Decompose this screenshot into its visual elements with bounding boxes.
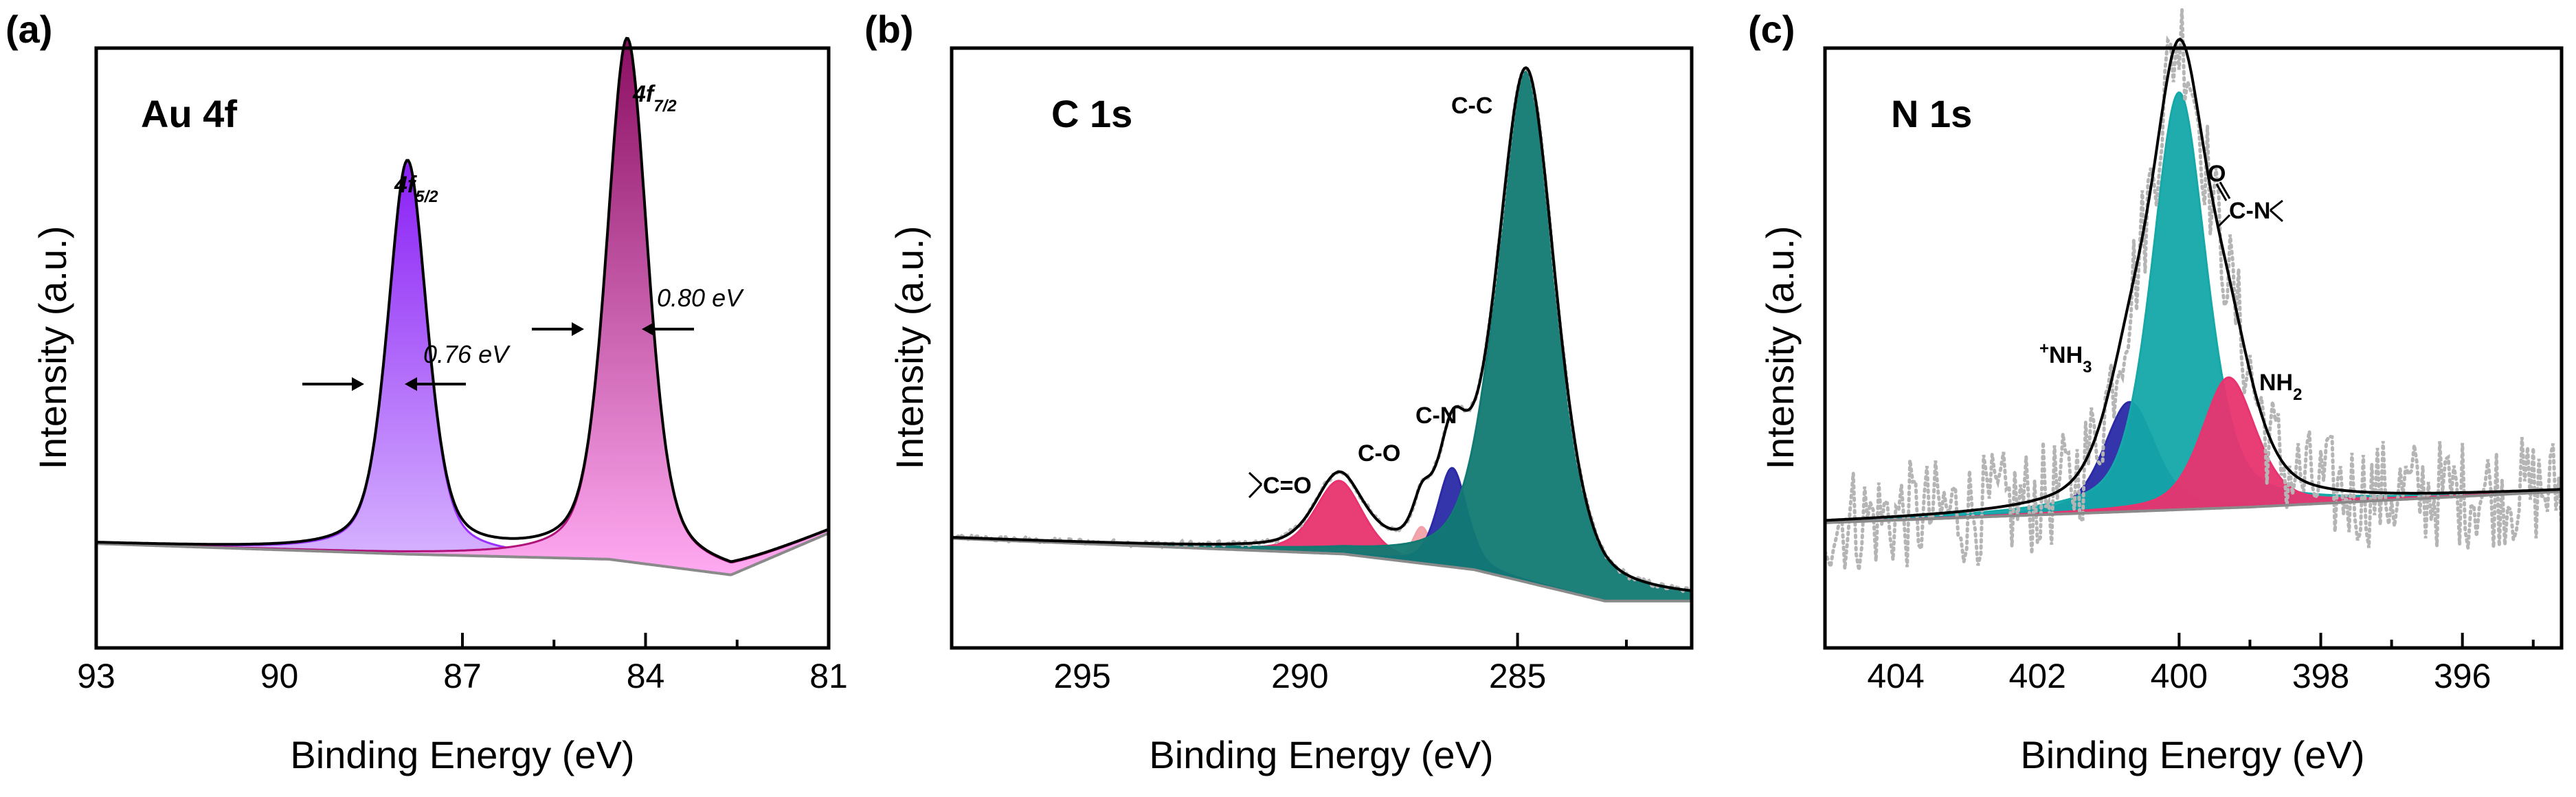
x-ticks: 93 90 87 84 81 xyxy=(77,633,848,695)
peak-label-c-n: C-N xyxy=(1415,403,1457,429)
x-tick-label: 93 xyxy=(77,657,115,695)
x-tick-label: 398 xyxy=(2292,657,2349,695)
panel-n1s: (c) N 1s 404 402 400 398 396 Binding Energy … xyxy=(1748,8,2564,776)
x-ticks: 404 402 400 398 396 xyxy=(1867,633,2535,695)
fwhm-label-4f52: 0.76 eV xyxy=(423,340,511,368)
envelope-line xyxy=(1824,38,2562,522)
plot-area xyxy=(950,66,1694,603)
peak-label-c-o: C-O xyxy=(1358,440,1400,467)
plot-frame xyxy=(950,46,1694,650)
fwhm-label-4f72: 0.80 eV xyxy=(657,284,744,312)
peak-label-nh3: +NH3 xyxy=(2039,339,2092,377)
peak-label-4f52: 4f5/2 xyxy=(394,172,438,206)
background-line xyxy=(951,537,1692,603)
x-tick-label: 87 xyxy=(443,657,482,695)
peak-label-c=o: C=O xyxy=(1263,473,1312,499)
peak-label-nh2: NH2 xyxy=(2259,370,2302,404)
y-axis-title: Intensity (a.u.) xyxy=(888,226,931,470)
x-tick-label: 285 xyxy=(1489,657,1546,695)
double-bond-icon xyxy=(2215,183,2228,201)
x-tick-label: 402 xyxy=(2009,657,2066,695)
annotations: C=O C-O C-N C-C xyxy=(1248,93,1492,499)
x-axis-title: Binding Energy (eV) xyxy=(2020,733,2364,776)
background-line xyxy=(96,532,829,576)
element-title: Au 4f xyxy=(141,92,237,135)
peak-label-amide-o: O xyxy=(2208,161,2226,187)
double-bond-icon xyxy=(2219,181,2231,199)
x-tick-label: 81 xyxy=(809,657,848,695)
bond-stub-icon xyxy=(1248,471,1263,499)
x-tick-label: 400 xyxy=(2151,657,2208,695)
x-ticks: 295 290 285 xyxy=(1053,633,1628,695)
x-axis-title: Binding Energy (eV) xyxy=(290,733,634,776)
fwhm-arrows-4f72 xyxy=(532,322,694,336)
peak-4f5-2 xyxy=(95,162,830,576)
x-tick-label: 396 xyxy=(2434,657,2491,695)
x-tick-label: 290 xyxy=(1271,657,1328,695)
peak-label-amide-cn: C-N xyxy=(2229,198,2270,224)
panel-label: (a) xyxy=(5,8,52,51)
panel-label: (b) xyxy=(864,8,914,51)
annotations: +NH3 O C-N NH2 xyxy=(2039,161,2302,404)
panel-c1s: (b) C 1s 295 290 285 Binding Energy (eV) I… xyxy=(864,8,1694,776)
peak-label-c-c: C-C xyxy=(1451,93,1492,119)
bond-stub-icon xyxy=(2217,199,2283,228)
x-axis-title: Binding Energy (eV) xyxy=(1149,733,1493,776)
annotations: 4f5/2 4f7/2 0.76 eV 0.80 eV xyxy=(302,81,744,391)
element-title: C 1s xyxy=(1051,92,1132,135)
element-title: N 1s xyxy=(1891,92,1972,135)
envelope-line xyxy=(951,66,1692,592)
panel-label: (c) xyxy=(1748,8,1795,51)
background-line xyxy=(1824,490,2562,524)
x-tick-label: 295 xyxy=(1053,657,1110,695)
fwhm-arrows-4f52 xyxy=(302,377,466,391)
peak-label-4f72: 4f7/2 xyxy=(632,81,677,115)
y-axis-title: Intensity (a.u.) xyxy=(31,226,74,470)
envelope-line xyxy=(96,36,829,563)
x-tick-label: 90 xyxy=(260,657,299,695)
y-axis-title: Intensity (a.u.) xyxy=(1758,226,1802,470)
x-tick-label: 84 xyxy=(627,657,665,695)
x-tick-label: 404 xyxy=(1867,657,1924,695)
plot-area xyxy=(1823,10,2564,574)
panel-au4f: (a) Au 4f 93 90 87 84 81 Binding Energy (eV)… xyxy=(5,8,848,776)
plot-frame xyxy=(1823,46,2564,650)
raw-data-series xyxy=(1823,10,2564,574)
